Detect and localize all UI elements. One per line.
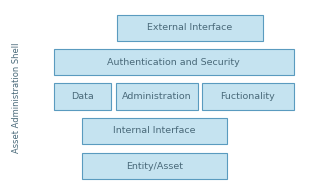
Text: Asset Administration Shell: Asset Administration Shell <box>12 43 22 153</box>
Text: Administration: Administration <box>122 92 192 101</box>
Text: Data: Data <box>71 92 94 101</box>
FancyBboxPatch shape <box>82 153 227 179</box>
Text: Authentication and Security: Authentication and Security <box>108 58 240 67</box>
FancyBboxPatch shape <box>116 83 198 110</box>
Text: External Interface: External Interface <box>147 24 233 32</box>
FancyBboxPatch shape <box>54 49 294 75</box>
FancyBboxPatch shape <box>54 83 111 110</box>
FancyBboxPatch shape <box>82 118 227 144</box>
FancyBboxPatch shape <box>117 15 263 41</box>
Text: Fuctionality: Fuctionality <box>221 92 275 101</box>
FancyBboxPatch shape <box>202 83 294 110</box>
Text: Internal Interface: Internal Interface <box>113 126 196 135</box>
Text: Entity/Asset: Entity/Asset <box>126 162 183 171</box>
